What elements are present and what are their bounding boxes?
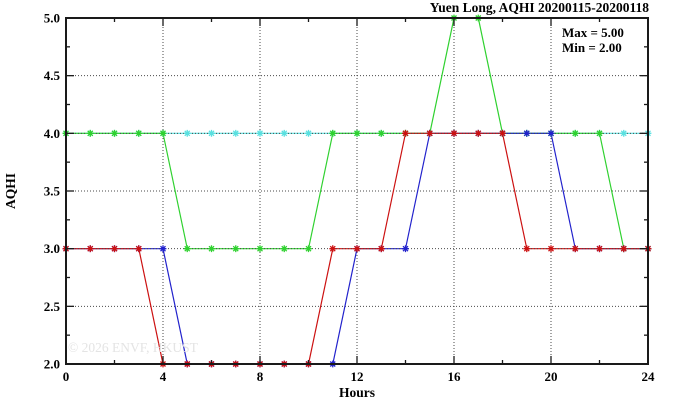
y-tick-label: 4.5 (44, 68, 61, 83)
x-tick-label: 24 (642, 369, 656, 384)
red-series-marker (86, 245, 94, 253)
red-series-marker (547, 245, 555, 253)
green-series-marker (280, 245, 288, 253)
y-tick-label: 3.5 (44, 184, 61, 199)
min-annotation: Min = 2.00 (562, 40, 622, 55)
cyan-series-marker (232, 129, 240, 137)
green-series-marker (135, 129, 143, 137)
watermark: © 2026 ENVF, HKUST (68, 340, 199, 355)
blue-series-marker (159, 245, 167, 253)
green-series-marker (86, 129, 94, 137)
red-series-marker (571, 245, 579, 253)
y-tick-label: 5.0 (44, 11, 60, 26)
cyan-series-marker (620, 129, 628, 137)
red-series-marker (474, 129, 482, 137)
red-series-marker (111, 245, 118, 253)
axis-ticks (65, 17, 649, 365)
max-annotation: Max = 5.00 (562, 25, 624, 40)
x-tick-label: 12 (351, 369, 364, 384)
cyan-series-marker (208, 129, 215, 137)
green-series-marker (353, 129, 361, 137)
red-series-marker (499, 129, 506, 137)
green-series-marker (232, 245, 240, 253)
gridlines (66, 18, 648, 364)
blue-series-marker (547, 129, 555, 137)
green-series-marker (256, 245, 264, 253)
x-tick-label: 16 (448, 369, 462, 384)
x-tick-label: 20 (545, 369, 558, 384)
red-series-marker (620, 245, 628, 253)
red-series-marker (426, 129, 434, 137)
cyan-series-marker (305, 129, 312, 137)
x-tick-label: 8 (257, 369, 264, 384)
x-tick-label: 0 (63, 369, 70, 384)
cyan-series-marker (280, 129, 288, 137)
green-series-marker (571, 129, 579, 137)
green-series-marker (305, 245, 312, 253)
chart-title: Yuen Long, AQHI 20200115-20200118 (430, 0, 650, 15)
y-tick-label: 3.0 (44, 241, 60, 256)
blue-series-marker (402, 245, 409, 253)
red-series-marker (377, 245, 385, 253)
green-series-marker (159, 129, 167, 137)
y-tick-label: 4.0 (44, 126, 60, 141)
red-series-marker (135, 245, 143, 253)
blue-series-marker (523, 129, 531, 137)
green-series-marker (183, 245, 191, 253)
tick-labels: 0 4 8 12 16 20 24 2.0 2.5 3.0 3.5 4.0 4.5 5.0 (44, 11, 655, 385)
green-series-marker (208, 245, 215, 253)
cyan-series-marker (183, 129, 191, 137)
y-tick-label: 2.5 (44, 299, 61, 314)
green-series-marker (329, 129, 337, 137)
green-series-marker (596, 129, 603, 137)
red-series-marker (402, 129, 409, 137)
green-series-marker (111, 129, 118, 137)
red-series-marker (523, 245, 531, 253)
cyan-series-marker (256, 129, 264, 137)
x-tick-label: 4 (160, 369, 167, 384)
red-series-marker (353, 245, 361, 253)
y-tick-label: 2.0 (44, 357, 60, 372)
x-axis-label: Hours (339, 385, 375, 400)
green-series-marker (377, 129, 385, 137)
red-series-marker (596, 245, 603, 253)
y-axis-label: AQHI (3, 173, 18, 209)
red-series-marker (329, 245, 337, 253)
red-series-marker (450, 129, 458, 137)
